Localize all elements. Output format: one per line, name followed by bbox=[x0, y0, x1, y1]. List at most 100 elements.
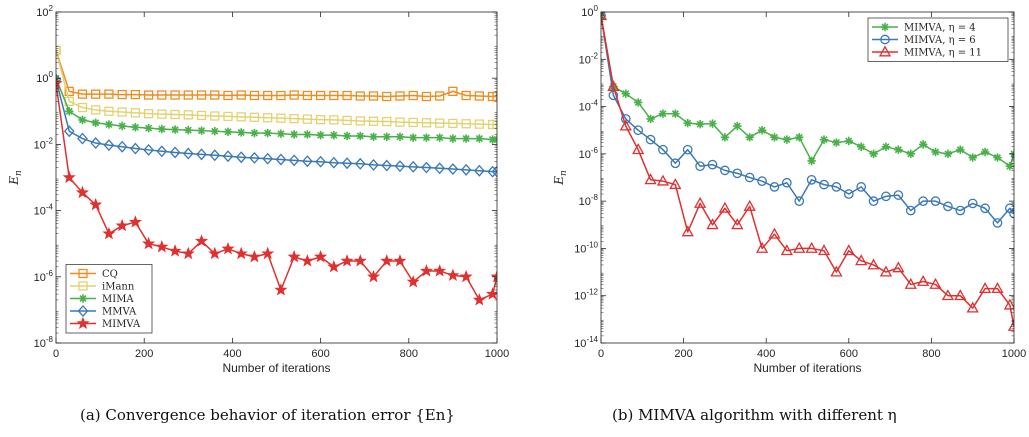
data-point-mima bbox=[263, 128, 272, 138]
data-point-mimva-4 bbox=[906, 149, 915, 159]
data-point-mimva bbox=[380, 254, 394, 267]
data-point-mimva-6 bbox=[980, 203, 990, 214]
x-tick-label: 200 bbox=[135, 348, 153, 360]
data-point-mimva-6 bbox=[943, 201, 953, 212]
data-point-mimva-4 bbox=[918, 140, 928, 149]
legend-marker-imann bbox=[78, 281, 88, 291]
x-tick-label: 0 bbox=[53, 348, 59, 360]
data-point-imann bbox=[196, 110, 207, 121]
data-point-mimva-4 bbox=[745, 133, 754, 142]
data-point-imann bbox=[461, 119, 471, 129]
data-point-mima bbox=[91, 118, 100, 127]
axes-frame bbox=[600, 11, 1015, 344]
data-point-cq bbox=[117, 89, 127, 100]
data-point-mima bbox=[65, 107, 74, 116]
data-point-mimva-6 bbox=[720, 165, 730, 176]
data-point-mmva bbox=[368, 158, 379, 171]
legend-label-mimva-11: MIMVA, η = 11 bbox=[904, 48, 982, 59]
data-point-mmva bbox=[262, 152, 274, 165]
data-point-mimva-6 bbox=[992, 218, 1003, 228]
data-point-mmva bbox=[354, 157, 366, 170]
data-point-mmva bbox=[130, 142, 141, 155]
data-point-imann bbox=[56, 45, 61, 55]
data-point-mimva-11 bbox=[817, 244, 831, 256]
legend-marker-mimva bbox=[76, 316, 90, 330]
data-point-mimva-4 bbox=[770, 133, 779, 142]
data-point-mimva-11 bbox=[706, 218, 719, 230]
data-point-mmva bbox=[301, 155, 313, 168]
data-point-mimva-11 bbox=[656, 174, 670, 186]
data-point-cq bbox=[368, 91, 379, 101]
series-mimva-6 bbox=[601, 12, 1014, 228]
data-point-mima bbox=[316, 130, 325, 140]
data-point-cq bbox=[395, 91, 405, 101]
y-tick-label: 10-8 bbox=[579, 193, 599, 208]
series-mimva bbox=[56, 76, 497, 306]
data-point-mimva-11 bbox=[718, 201, 732, 213]
data-point-imann bbox=[395, 117, 405, 127]
data-point-mmva bbox=[235, 151, 247, 164]
data-point-mimva-6 bbox=[658, 144, 668, 155]
data-point-imann bbox=[236, 112, 246, 122]
data-point-mimva-4 bbox=[931, 147, 940, 157]
data-point-mima bbox=[461, 134, 471, 143]
series-line-imann bbox=[56, 50, 497, 126]
data-point-mimva-4 bbox=[633, 98, 643, 107]
x-tick-label: 0 bbox=[598, 348, 604, 360]
data-point-mimva bbox=[194, 234, 209, 247]
data-point-imann bbox=[263, 113, 273, 123]
data-point-cq bbox=[183, 90, 193, 100]
data-point-mimva-6 bbox=[757, 176, 767, 187]
data-point-mima bbox=[356, 131, 365, 141]
x-tick-label: 800 bbox=[922, 348, 940, 360]
data-point-mimva-11 bbox=[941, 289, 955, 301]
data-point-mimva-11 bbox=[601, 12, 608, 21]
y-axis-label: En bbox=[552, 170, 569, 186]
data-point-mima bbox=[157, 124, 167, 134]
data-point-mima bbox=[329, 130, 339, 140]
data-point-mimva-6 bbox=[868, 196, 879, 206]
data-point-cq bbox=[130, 89, 141, 100]
data-point-mimva-11 bbox=[669, 178, 682, 190]
data-point-mima bbox=[78, 115, 87, 125]
data-point-cq bbox=[492, 91, 497, 102]
data-point-mima bbox=[435, 133, 444, 142]
data-point-mimva-4 bbox=[807, 156, 816, 166]
y-tick-label: 10-2 bbox=[34, 136, 54, 151]
data-point-mimva bbox=[274, 283, 288, 296]
data-point-mimva-6 bbox=[781, 177, 792, 188]
data-point-mimva-4 bbox=[894, 145, 903, 154]
data-point-mimva-11 bbox=[991, 282, 1004, 294]
data-point-mmva bbox=[407, 160, 419, 173]
data-point-mimva-6 bbox=[918, 196, 928, 206]
data-point-mmva bbox=[487, 165, 497, 178]
y-tick-label: 102 bbox=[36, 4, 53, 19]
data-point-mimva-4 bbox=[881, 142, 891, 151]
data-point-mmva bbox=[103, 139, 115, 152]
data-point-mmva bbox=[209, 149, 221, 162]
data-point-cq bbox=[448, 86, 458, 97]
x-tick-label: 600 bbox=[311, 348, 329, 360]
legend-label-mmva: MMVA bbox=[102, 307, 137, 318]
data-point-imann bbox=[329, 115, 339, 125]
series-line-mimva-11 bbox=[601, 15, 1014, 327]
data-point-cq bbox=[249, 90, 260, 101]
data-point-cq bbox=[91, 89, 101, 99]
data-point-mmva bbox=[394, 160, 406, 173]
data-point-cq bbox=[236, 90, 246, 100]
series-cq bbox=[56, 45, 497, 102]
data-point-mmva bbox=[434, 162, 446, 175]
data-point-mimva bbox=[168, 244, 182, 257]
data-point-imann bbox=[302, 114, 313, 124]
data-point-cq bbox=[276, 90, 286, 101]
data-point-mimva bbox=[353, 254, 367, 267]
x-tick-label: 400 bbox=[223, 348, 241, 360]
data-point-mimva-11 bbox=[1003, 298, 1014, 310]
data-point-imann bbox=[157, 109, 167, 119]
data-point-mimva-6 bbox=[881, 191, 891, 202]
data-point-imann bbox=[315, 114, 326, 125]
data-point-cq bbox=[64, 86, 74, 97]
